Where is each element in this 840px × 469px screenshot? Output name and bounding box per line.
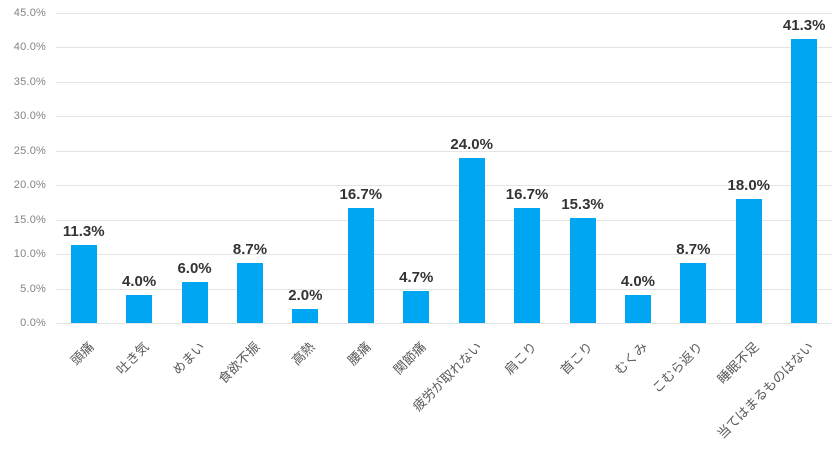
gridline	[56, 81, 832, 83]
y-axis-tick-label: 25.0%	[13, 144, 46, 157]
bar	[181, 281, 208, 323]
bar-column: 41.3% 当てはまるものはない	[715, 13, 831, 442]
gridline	[56, 254, 832, 256]
gridline	[56, 150, 832, 152]
gridline	[56, 13, 832, 14]
bar	[236, 263, 263, 323]
bar-value-label: 18.0%	[727, 177, 771, 194]
bar-value-label: 4.0%	[620, 273, 656, 291]
category-label: 高熱	[289, 339, 319, 369]
bar	[347, 207, 374, 323]
bar-value-label: 8.7%	[676, 241, 711, 259]
y-axis-tick-label: 45.0%	[13, 7, 46, 19]
bar-value-label: 41.3%	[782, 16, 826, 34]
y-axis-tick-label: 10.0%	[13, 248, 46, 261]
category-label: 当てはまるものはない	[714, 339, 817, 442]
y-axis-tick-label: 0.0%	[20, 317, 46, 329]
bar-value-label: 24.0%	[450, 135, 493, 153]
bar	[680, 263, 707, 323]
bar-column: 24.0% 疲労が取れない	[409, 13, 499, 414]
bar	[292, 309, 319, 323]
category-label: こむら返り	[649, 339, 707, 396]
plot-area: 11.3% 頭痛 4.0% 吐き気 6.0% めまい 8.7% 食欲不振 2.0% 高熱 16.7%…	[56, 13, 832, 442]
bar-column: 11.3% 頭痛	[56, 13, 111, 368]
y-axis-tick-label: 35.0%	[13, 75, 46, 88]
bar-value-label: 8.7%	[232, 241, 268, 259]
gridline	[56, 219, 832, 221]
bar-column: 4.7% 関節痛	[389, 13, 444, 378]
bar-value-label: 2.0%	[288, 287, 323, 305]
y-axis-tick-label: 15.0%	[13, 213, 46, 226]
bar-column: 4.0% むくみ	[610, 13, 665, 377]
bar	[735, 199, 762, 323]
category-label: 肩こり	[501, 339, 540, 378]
category-label: 頭痛	[67, 339, 97, 369]
category-label: 腰痛	[344, 339, 374, 369]
y-axis-tick-label: 40.0%	[13, 41, 46, 54]
gridline	[56, 185, 832, 187]
gridline	[56, 323, 832, 324]
category-label: むくみ	[612, 339, 651, 378]
bar-columns: 11.3% 頭痛 4.0% 吐き気 6.0% めまい 8.7% 食欲不振 2.0% 高熱 16.7%…	[56, 13, 832, 442]
bar-column: 16.7% 肩こり	[499, 13, 554, 377]
category-label: 首こり	[557, 339, 596, 378]
category-label: 吐き気	[113, 339, 152, 378]
gridline	[56, 116, 832, 118]
bar-value-label: 15.3%	[561, 195, 604, 213]
bar-column: 16.7% 腰痛	[333, 13, 388, 368]
bar-column: 4.0% 吐き気	[111, 13, 166, 377]
bar-value-label: 16.7%	[505, 185, 549, 203]
y-axis-tick-label: 20.0%	[13, 179, 46, 192]
bar-column: 18.0% 睡眠不足	[714, 13, 776, 387]
bar-value-label: 4.7%	[399, 268, 434, 286]
category-label: めまい	[169, 339, 208, 378]
bar	[126, 295, 153, 323]
bar-value-label: 6.0%	[177, 259, 212, 277]
bar	[791, 38, 818, 323]
bar-column: 15.3% 首こり	[555, 13, 610, 378]
bar	[458, 157, 485, 323]
bar-value-label: 11.3%	[62, 223, 105, 241]
y-axis-tick-label: 5.0%	[20, 282, 46, 295]
y-axis: 0.0% 5.0% 10.0% 15.0% 20.0% 25.0% 30.0% 35.0% 40…	[0, 0, 48, 469]
bar	[569, 217, 596, 323]
bar-column: 6.0% めまい	[167, 13, 222, 378]
bar	[514, 207, 541, 323]
gridline	[56, 288, 832, 290]
bar-value-label: 4.0%	[122, 273, 157, 291]
y-axis-tick-label: 30.0%	[13, 110, 46, 123]
bar-value-label: 16.7%	[339, 185, 383, 203]
category-label: 食欲不振	[215, 339, 263, 387]
bar	[624, 295, 651, 323]
bar-column: 8.7% こむら返り	[650, 13, 721, 396]
bar	[403, 290, 430, 323]
bar-column: 2.0% 高熱	[278, 13, 333, 368]
bar-column: 8.7% 食欲不振	[215, 13, 277, 386]
category-label: 関節痛	[390, 339, 429, 378]
bar	[70, 245, 97, 323]
category-label: 睡眠不足	[714, 339, 762, 387]
gridline	[56, 47, 832, 49]
